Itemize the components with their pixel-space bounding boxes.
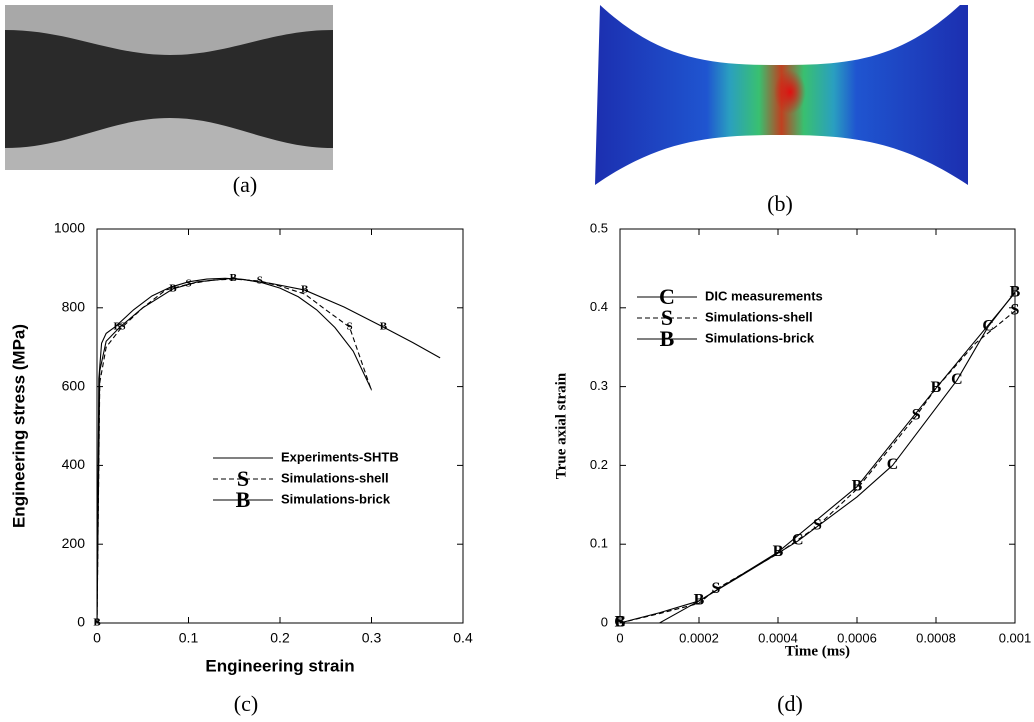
- y-tick-label: 0.4: [590, 299, 608, 314]
- photo-b: [595, 5, 968, 185]
- y-axis-label: True axial strain: [553, 372, 569, 479]
- x-tick-label: 0.0008: [916, 630, 956, 645]
- x-axis-label: Engineering strain: [205, 656, 354, 675]
- data-marker: B: [773, 543, 784, 560]
- legend-marker: S: [661, 305, 673, 330]
- legend-label: Simulations-brick: [281, 491, 391, 506]
- plot-frame: [619, 228, 1016, 624]
- data-marker: S: [185, 278, 191, 290]
- y-tick-label: 400: [62, 456, 86, 472]
- x-tick-label: 0: [616, 630, 623, 645]
- data-marker: B: [93, 617, 101, 629]
- caption: (d): [777, 691, 803, 716]
- y-tick-label: 0.3: [590, 378, 608, 393]
- data-marker: B: [931, 379, 942, 396]
- series-line: [620, 291, 1016, 624]
- data-marker: B: [694, 592, 705, 609]
- y-tick-label: 1000: [54, 220, 85, 236]
- x-tick-label: 0.3: [362, 630, 382, 646]
- series-line: [96, 277, 441, 624]
- legend-label: Simulations-shell: [281, 470, 389, 485]
- y-tick-label: 0.5: [590, 220, 608, 235]
- x-tick-label: 0.4: [453, 630, 473, 646]
- x-tick-label: 0.0006: [837, 630, 877, 645]
- data-marker: S: [120, 321, 126, 333]
- data-marker: S: [712, 580, 721, 597]
- x-tick-label: 0.1: [179, 630, 199, 646]
- data-marker: S: [912, 406, 921, 423]
- legend-marker: C: [659, 284, 675, 309]
- data-marker: S: [346, 321, 352, 333]
- y-tick-label: 600: [62, 377, 86, 393]
- x-tick-label: 0.0002: [679, 630, 719, 645]
- x-tick-label: 0.001: [999, 630, 1032, 645]
- x-tick-label: 0: [93, 630, 101, 646]
- y-tick-label: 0.2: [590, 457, 608, 472]
- caption: (b): [767, 191, 793, 216]
- data-marker: S: [813, 517, 822, 534]
- x-tick-label: 0.0004: [758, 630, 798, 645]
- y-tick-label: 0: [601, 614, 608, 629]
- data-marker: B: [301, 284, 309, 296]
- data-marker: B: [1010, 283, 1021, 300]
- legend-marker: B: [236, 487, 251, 512]
- legend-marker: S: [237, 466, 249, 491]
- y-tick-label: 0.1: [590, 536, 608, 551]
- series-line: [619, 292, 1016, 624]
- data-marker: S: [1011, 302, 1020, 319]
- data-marker: B: [169, 282, 177, 294]
- series-line: [96, 278, 373, 624]
- data-marker: B: [230, 272, 238, 284]
- data-marker: B: [852, 477, 863, 494]
- y-tick-label: 800: [62, 299, 86, 315]
- legend-label: Experiments-SHTB: [281, 449, 399, 464]
- legend-label: Simulations-shell: [705, 309, 813, 324]
- series-line: [619, 310, 1016, 624]
- caption: (a): [233, 172, 257, 197]
- y-tick-label: 0: [77, 614, 85, 630]
- x-axis-label: Time (ms): [785, 643, 850, 659]
- series-line: [96, 277, 372, 624]
- data-marker: S: [257, 275, 263, 287]
- data-marker: B: [113, 321, 121, 333]
- legend-label: Simulations-brick: [705, 330, 815, 345]
- caption: (c): [234, 691, 258, 716]
- data-marker: S: [616, 614, 625, 631]
- data-marker: C: [792, 532, 804, 549]
- legend-marker: B: [660, 326, 675, 351]
- y-tick-label: 200: [62, 535, 86, 551]
- data-marker: B: [380, 321, 388, 333]
- data-marker: B: [615, 614, 626, 631]
- legend-label: DIC measurements: [705, 288, 823, 303]
- data-marker: C: [951, 371, 963, 388]
- photo-a: [5, 5, 333, 170]
- y-axis-label: Engineering stress (MPa): [9, 324, 28, 528]
- data-marker: C: [614, 614, 626, 631]
- x-tick-label: 0.2: [270, 630, 290, 646]
- data-marker: C: [887, 456, 899, 473]
